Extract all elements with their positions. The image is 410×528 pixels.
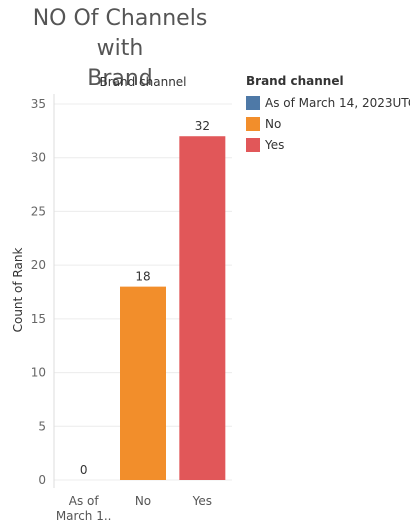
bar-label-0: 0 xyxy=(80,463,88,477)
bar-1 xyxy=(120,286,166,480)
y-tick-label-1: 5 xyxy=(38,419,46,433)
y-tick-label-5: 25 xyxy=(31,204,46,218)
bar-label-1: 18 xyxy=(135,270,150,284)
x-tick-label-0-0: As of xyxy=(69,494,100,508)
y-tick-label-4: 20 xyxy=(31,258,46,272)
legend-item-2[interactable]: Yes xyxy=(246,134,410,155)
chart-title: NO Of Channels with Brand xyxy=(8,4,232,94)
legend-swatch-2 xyxy=(246,137,260,152)
legend-label-0: As of March 14, 2023UTC xyxy=(265,95,410,110)
y-tick-label-3: 15 xyxy=(31,312,46,326)
y-tick-label-2: 10 xyxy=(31,366,46,380)
y-tick-label-6: 30 xyxy=(31,151,46,165)
y-tick-label-7: 35 xyxy=(31,97,46,111)
legend-label-2: Yes xyxy=(265,137,285,152)
chart-title-line-1: NO Of Channels with xyxy=(32,6,208,61)
legend-label-1: No xyxy=(265,116,282,131)
legend-title: Brand channel xyxy=(246,74,344,88)
x-tick-label-2-0: Yes xyxy=(192,494,212,508)
chart-title-line-2: Brand xyxy=(87,66,153,91)
legend-item-0[interactable]: As of March 14, 2023UTC xyxy=(246,92,410,113)
x-tick-label-0-1: March 1.. xyxy=(56,509,112,523)
legend-swatch-0 xyxy=(246,95,260,110)
legend-swatch-1 xyxy=(246,116,260,131)
column-header: Brand channel xyxy=(99,75,186,89)
y-tick-label-0: 0 xyxy=(38,473,46,487)
x-tick-label-1-0: No xyxy=(135,494,151,508)
y-axis-title: Count of Rank xyxy=(11,248,25,333)
legend: Brand channel As of March 14, 2023UTC No… xyxy=(246,74,410,155)
legend-item-1[interactable]: No xyxy=(246,113,410,134)
bar-label-2: 32 xyxy=(195,119,210,133)
bar-2 xyxy=(179,136,226,480)
